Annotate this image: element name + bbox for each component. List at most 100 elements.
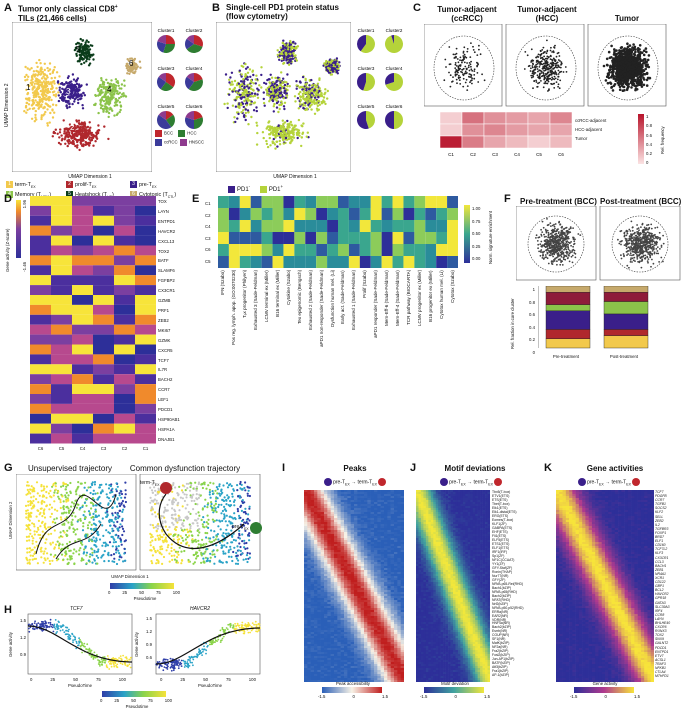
umap-c-point [546,72,549,75]
umap-c-point [549,62,552,65]
umap-c-point [535,61,538,63]
umap-a-point-c4 [104,102,107,106]
umap-c-point [626,72,630,75]
cluster-legend-label-4: Memory (T [15,192,42,199]
umap-a-point-c1 [45,84,49,88]
umap-b-point [283,107,286,111]
umap-a-point-c4 [120,83,124,86]
umap-a-point-c3 [62,92,65,96]
umap-c-point [553,87,556,89]
umap-c-point [457,61,460,64]
umap-f-point [553,252,556,254]
umap-b-point [287,46,290,49]
umap-b-point [235,84,239,87]
umap-f-point [547,244,550,247]
heatmap-e-cell [338,220,349,232]
umap-c-point [540,80,542,82]
umap-c-point [455,52,458,55]
heatmap-d-cell [72,255,93,266]
umap-f-point [553,237,555,240]
umap-c-point [545,78,548,80]
colorbar-c-tick: 0.2 [646,151,652,157]
heatmap-d-gene-bach2: BACH2 [158,377,173,383]
umap-c-point [537,82,539,85]
umap-a-point-c1 [48,121,51,124]
pie-a-6-slice-0 [194,111,203,120]
umap-c-point [636,48,640,52]
pie-a-6-slice-1 [194,117,203,129]
heatmap-e-cell [261,196,273,208]
umap-a-point-c1 [47,104,50,108]
heatmap-e-cell [403,256,415,268]
umap-a-point-c1 [32,96,36,99]
umap-b-point [286,88,289,92]
heatmap-d-cell [72,295,93,305]
umap-f-point [568,254,570,257]
heatmap-d-cell [135,364,156,375]
umap-c-point [459,76,462,79]
umap-f-point [629,250,631,252]
umap-f-point [537,243,540,246]
umap-b-point [285,94,289,97]
umap-c-point [536,86,538,88]
legend-pd1-pos: PD1 [268,187,281,193]
umap-b-point [288,58,291,61]
cluster-legend-label-1: term-T [15,182,31,188]
umap-c-point [628,48,631,51]
heatmap-d-cell [114,403,135,414]
umap-a-point-c1 [46,66,49,70]
umap-a-point-c1 [34,109,37,113]
heatmap-e-cell [425,220,437,232]
panel-f-title-post: Post-treatment (BCC) [600,197,682,206]
umap-f-point [564,243,567,245]
umap-a-point-c1 [57,91,60,94]
umap-c-point [610,44,613,48]
umap-f-point [557,228,559,231]
heatmap-d-gene-ccr7: CCR7 [158,387,170,393]
umap-c-point [631,65,634,68]
umap-b-point [240,75,243,78]
cluster-legend-item-3: 3 pre-TEX [130,181,206,191]
umap-a-point-c1 [46,91,49,95]
umap-b-point [262,101,266,105]
umap-a-point-c5 [88,62,92,65]
umap-c-point [638,80,642,84]
umap-b-point [285,57,288,61]
umap-a-point-c1 [34,116,37,119]
umap-a-point-c1 [43,93,46,96]
umap-a-point-c2 [68,123,72,126]
umap-f-point [543,236,546,238]
umap-a-point-c1 [37,71,41,74]
umap-b-point [324,102,327,106]
umap-f-point [548,242,551,245]
umap-b-point [278,143,282,146]
umap-b-point [244,98,248,101]
heatmap-d-cell [72,225,93,236]
umap-a-point-c2 [81,127,84,131]
umap-f-point [547,235,550,237]
pie-a-3-slice-0 [166,73,175,88]
umap-f-point [636,256,639,258]
umap-a-point-c3 [58,86,61,89]
umap-f-point [551,245,554,248]
heatmap-e-cell [316,220,328,232]
panel-a-pie-legend: BCC HCC ccRCC HNSCC [155,130,211,146]
umap-f-point [557,241,560,244]
umap-a-point-c1 [27,103,31,106]
heatmap-e-signature: Cytotox (Szabo) [449,270,455,303]
pie-a-5-slice-0 [166,111,174,120]
heatmap-e-cell [250,196,262,208]
umap-a-point-c4 [122,95,125,98]
umap-c-point [612,70,615,74]
umap-b-point [246,66,249,69]
heatmap-e-cell [218,208,229,220]
legend-swatch-bcc [155,130,162,137]
umap-b-point [276,79,279,82]
umap-c-point [542,62,545,65]
umap-c-point [472,45,474,48]
heatmap-c-cell [549,123,573,137]
umap-a-point-c5 [79,37,82,41]
heatmap-d-cell [72,364,93,375]
umap-b-point [323,100,326,104]
umap-b-point [319,93,322,97]
